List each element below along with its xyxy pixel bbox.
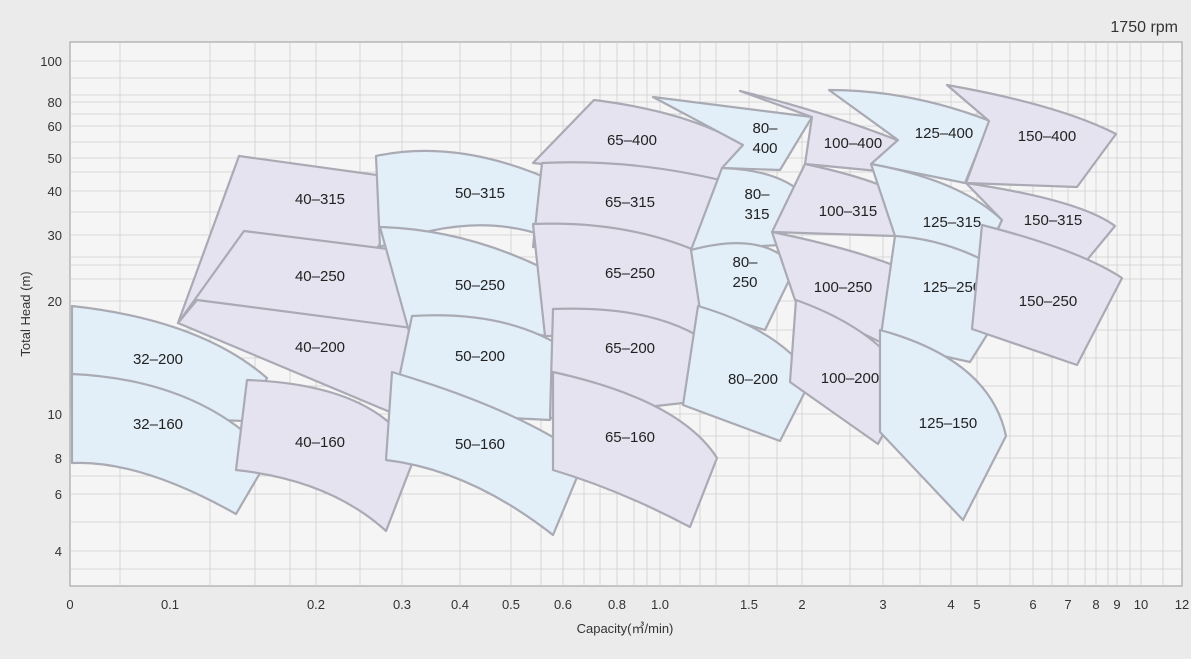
region-label: 40–200 xyxy=(295,339,345,356)
x-tick-label: 6 xyxy=(1029,597,1036,612)
region-label: 65–250 xyxy=(605,265,655,282)
x-tick-label: 4 xyxy=(947,597,954,612)
region-label: 125–250 xyxy=(923,279,981,296)
y-tick-label: 4 xyxy=(55,544,62,559)
curve-region-125-150: 125–150 xyxy=(878,328,1008,522)
x-tick-label: 0.4 xyxy=(451,597,469,612)
x-axis-ticks: 0 0.1 0.2 0.3 0.4 0.5 0.6 0.8 1.0 1.5 2 3 4 5 6 7 8 9 10 12 xyxy=(66,597,1189,612)
y-tick-label: 50 xyxy=(48,151,62,166)
region-label: 150–250 xyxy=(1019,293,1077,310)
region-label: 40–160 xyxy=(295,434,345,451)
region-label: 100–250 xyxy=(814,279,872,296)
curve-region-32-160: 32–160 xyxy=(70,372,272,516)
region-label: 80– xyxy=(732,254,758,271)
curve-region-80-250: 80–250 xyxy=(689,242,797,332)
y-tick-label: 30 xyxy=(48,228,62,243)
region-label: 125–315 xyxy=(923,214,981,231)
x-tick-label: 5 xyxy=(973,597,980,612)
region-shape xyxy=(384,370,587,537)
x-tick-label: 3 xyxy=(879,597,886,612)
region-label: 65–200 xyxy=(605,340,655,357)
curve-region-150-250: 150–250 xyxy=(970,223,1124,367)
region-label: 100–200 xyxy=(821,370,879,387)
y-tick-label: 10 xyxy=(48,407,62,422)
region-label: 150–315 xyxy=(1024,212,1082,229)
y-tick-label: 40 xyxy=(48,184,62,199)
x-tick-label: 0.8 xyxy=(608,597,626,612)
rpm-annotation: 1750 rpm xyxy=(1110,19,1178,36)
y-tick-label: 100 xyxy=(40,54,62,69)
region-shape xyxy=(878,328,1008,522)
region-label: 125–400 xyxy=(915,125,973,142)
curve-region-80-200: 80–200 xyxy=(681,304,814,443)
y-tick-label: 20 xyxy=(48,294,62,309)
curve-region-50-160: 50–160 xyxy=(384,370,587,537)
region-label: 250 xyxy=(732,274,757,291)
region-label: 100–400 xyxy=(824,135,882,152)
region-label: 40–250 xyxy=(295,268,345,285)
region-label: 50–200 xyxy=(455,348,505,365)
region-shape xyxy=(651,95,814,172)
region-shape xyxy=(970,223,1124,367)
region-label: 32–200 xyxy=(133,351,183,368)
region-label: 65–315 xyxy=(605,194,655,211)
region-label: 65–400 xyxy=(607,132,657,149)
y-axis-title: Total Head (m) xyxy=(18,271,33,356)
y-tick-label: 8 xyxy=(55,451,62,466)
region-label: 32–160 xyxy=(133,416,183,433)
region-label: 400 xyxy=(752,140,777,157)
y-tick-label: 80 xyxy=(48,95,62,110)
curve-regions: 32–200 32–160 40–315 40–250 40–200 40–160 50–3… xyxy=(70,83,1124,537)
x-tick-label: 0.5 xyxy=(502,597,520,612)
curve-region-150-400: 150–400 xyxy=(945,83,1118,189)
x-tick-label: 12 xyxy=(1175,597,1189,612)
x-tick-label: 10 xyxy=(1134,597,1148,612)
x-tick-label: 0.2 xyxy=(307,597,325,612)
region-shape xyxy=(551,370,719,529)
region-shape xyxy=(945,83,1118,189)
curve-region-50-315: 50–315 xyxy=(374,149,560,249)
x-tick-label: 8 xyxy=(1092,597,1099,612)
y-tick-label: 60 xyxy=(48,119,62,134)
x-axis-title: Capacity(㎥/min) xyxy=(577,621,674,636)
x-tick-label: 2 xyxy=(798,597,805,612)
region-label: 80–200 xyxy=(728,371,778,388)
region-label: 150–400 xyxy=(1018,128,1076,145)
x-tick-label: 1.0 xyxy=(651,597,669,612)
x-tick-label: 0.6 xyxy=(554,597,572,612)
region-label: 80– xyxy=(744,186,770,203)
region-label: 125–150 xyxy=(919,415,977,432)
x-tick-label: 7 xyxy=(1064,597,1071,612)
curve-region-80-400: 80–400 xyxy=(651,95,814,172)
region-label: 80– xyxy=(752,120,778,137)
region-shape xyxy=(689,242,797,332)
region-label: 50–160 xyxy=(455,436,505,453)
y-axis-ticks: 100 80 60 50 40 30 20 10 8 6 4 xyxy=(40,54,62,559)
region-label: 40–315 xyxy=(295,191,345,208)
region-label: 100–315 xyxy=(819,203,877,220)
region-label: 315 xyxy=(744,206,769,223)
x-tick-label: 1.5 xyxy=(740,597,758,612)
region-label: 65–160 xyxy=(605,429,655,446)
x-tick-label: 9 xyxy=(1113,597,1120,612)
region-label: 50–315 xyxy=(455,185,505,202)
x-tick-label: 0 xyxy=(66,597,73,612)
y-tick-label: 6 xyxy=(55,487,62,502)
x-tick-label: 0.3 xyxy=(393,597,411,612)
region-label: 50–250 xyxy=(455,277,505,294)
x-tick-label: 0.1 xyxy=(161,597,179,612)
curve-region-65-160: 65–160 xyxy=(551,370,719,529)
